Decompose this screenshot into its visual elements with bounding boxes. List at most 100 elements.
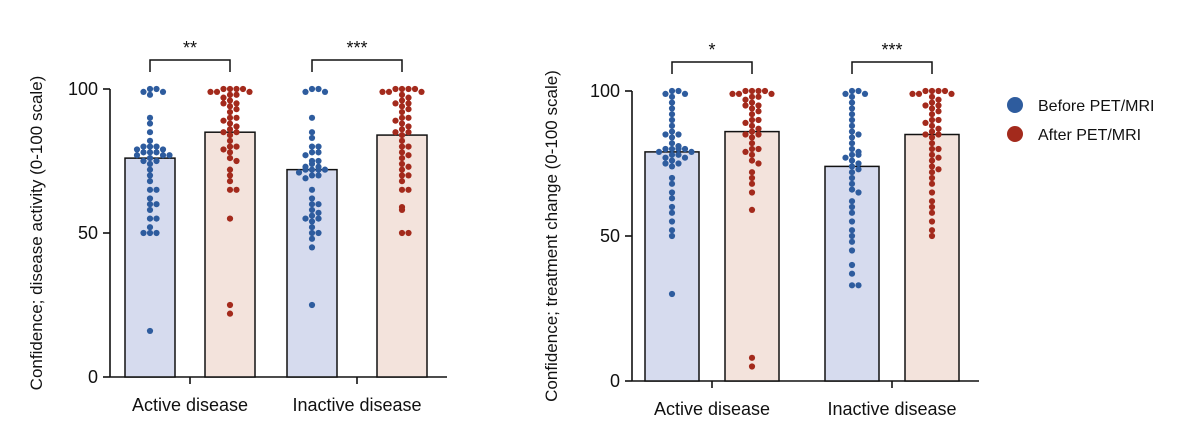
data-point <box>928 134 936 141</box>
data-point <box>146 201 154 208</box>
data-point <box>668 99 676 106</box>
data-point <box>226 126 234 133</box>
data-point <box>405 172 412 179</box>
data-point <box>748 111 756 118</box>
data-point <box>153 85 160 93</box>
data-point <box>146 137 154 144</box>
data-point <box>146 172 154 179</box>
data-point <box>146 85 154 93</box>
data-point <box>321 166 329 173</box>
data-point <box>398 178 406 185</box>
data-point <box>668 209 676 216</box>
data-point <box>668 140 676 147</box>
data-point <box>935 96 942 103</box>
data-point <box>233 143 240 150</box>
data-point <box>928 116 936 124</box>
data-point <box>668 227 676 234</box>
data-point <box>405 143 412 150</box>
chart-treatment-change: 0 50 100 Confidence; treatment change (0-10… <box>542 40 979 419</box>
data-point <box>742 119 749 126</box>
data-point <box>398 120 406 127</box>
data-point <box>935 87 942 95</box>
data-point <box>668 157 676 164</box>
data-point <box>848 111 856 118</box>
data-point <box>392 117 399 124</box>
data-point <box>928 169 936 176</box>
data-point <box>153 157 160 165</box>
data-point <box>675 145 682 153</box>
data-point <box>226 186 234 193</box>
data-point <box>220 117 227 124</box>
legend-label-after: After PET/MRI <box>1038 127 1141 144</box>
data-point <box>220 100 227 107</box>
y-tick-label: 50 <box>600 226 620 246</box>
data-point <box>207 88 214 95</box>
data-point <box>398 137 406 144</box>
data-point <box>308 186 316 193</box>
data-point <box>662 145 669 153</box>
data-point <box>146 120 154 127</box>
data-point <box>742 102 749 109</box>
data-point <box>928 128 936 135</box>
data-point <box>922 131 929 138</box>
data-point <box>748 105 756 112</box>
data-point <box>398 166 406 173</box>
data-point <box>146 327 154 335</box>
data-point <box>928 151 936 158</box>
data-point <box>848 122 856 129</box>
data-point <box>768 90 775 97</box>
data-point <box>308 218 316 225</box>
data-point <box>848 93 856 100</box>
data-point <box>146 224 154 231</box>
data-point <box>226 178 234 185</box>
data-point <box>848 227 856 234</box>
data-point <box>398 85 406 93</box>
data-point <box>226 85 234 93</box>
data-point <box>928 122 936 129</box>
data-point <box>308 143 316 150</box>
data-point <box>928 189 936 196</box>
data-point <box>398 143 406 150</box>
data-point <box>153 229 160 237</box>
data-point <box>302 88 309 95</box>
data-point <box>398 155 406 162</box>
data-point <box>855 282 862 289</box>
data-point <box>668 180 676 187</box>
data-point <box>755 87 762 95</box>
data-point <box>315 229 322 237</box>
data-point <box>308 149 316 156</box>
data-point <box>935 145 942 153</box>
data-point <box>935 166 942 173</box>
data-point <box>315 209 322 216</box>
data-point <box>748 174 756 182</box>
data-point <box>668 145 676 153</box>
data-point <box>922 87 929 95</box>
data-point <box>233 85 240 93</box>
data-point <box>308 114 316 121</box>
data-point <box>315 157 322 165</box>
y-tick-label: 0 <box>88 367 98 387</box>
data-point <box>668 174 676 182</box>
data-point <box>398 131 406 139</box>
data-point <box>681 154 689 161</box>
data-point <box>398 108 406 116</box>
data-point <box>928 232 936 240</box>
data-point <box>146 155 154 162</box>
data-point <box>928 87 936 95</box>
data-point <box>233 157 240 165</box>
data-point <box>308 160 316 167</box>
data-point <box>848 261 856 269</box>
data-point <box>315 143 322 150</box>
data-point <box>308 134 316 142</box>
data-point <box>848 198 856 205</box>
category-label: Inactive disease <box>292 395 421 415</box>
data-point <box>928 157 936 164</box>
data-point <box>233 91 240 98</box>
data-point <box>239 85 247 93</box>
data-point <box>668 203 676 211</box>
data-point <box>742 96 749 103</box>
data-point <box>861 90 869 97</box>
data-point <box>668 116 676 124</box>
data-point <box>668 189 676 196</box>
data-point <box>379 88 386 95</box>
